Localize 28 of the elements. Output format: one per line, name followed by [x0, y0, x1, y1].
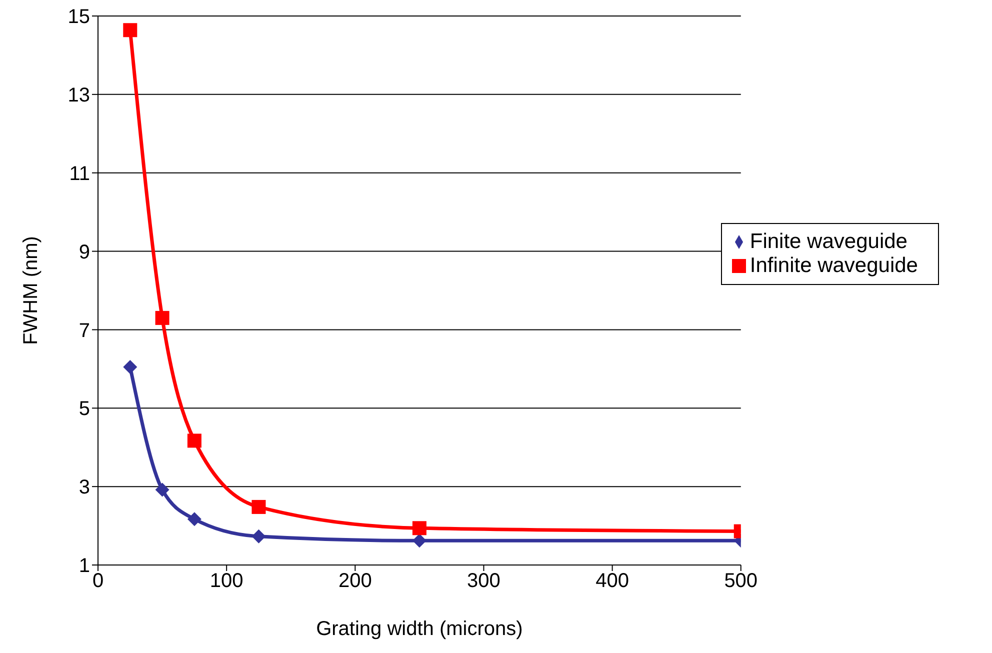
x-tick-label: 100 [210, 570, 244, 592]
y-tick-label: 7 [78, 320, 90, 342]
point [412, 521, 426, 536]
point [155, 310, 170, 325]
legend-label: Infinite waveguide [750, 254, 918, 277]
point [123, 23, 138, 38]
x-tick-label: 500 [724, 570, 758, 592]
x-tick-label: 400 [596, 570, 629, 592]
y-tick-label: 13 [68, 84, 90, 107]
y-tick-label: 5 [78, 398, 90, 420]
legend-label: Finite waveguide [750, 230, 908, 253]
point [187, 434, 202, 448]
point [252, 500, 266, 514]
y-tick-label: 3 [78, 476, 90, 499]
x-axis-title: Grating width (microns) [316, 618, 523, 640]
point [187, 512, 202, 526]
point [252, 529, 266, 544]
y-tick-label: 15 [68, 6, 90, 28]
y-tick-label: 1 [78, 555, 90, 578]
x-tick-label: 0 [92, 570, 104, 592]
x-tick-label: 200 [338, 570, 372, 592]
y-tick-label: 9 [78, 241, 90, 264]
point [155, 482, 170, 497]
y-axis-title: FWHM (nm) [20, 236, 42, 345]
y-tick-label: 11 [69, 162, 90, 185]
point [123, 360, 138, 374]
point [412, 534, 426, 548]
x-tick-label: 300 [467, 570, 500, 592]
